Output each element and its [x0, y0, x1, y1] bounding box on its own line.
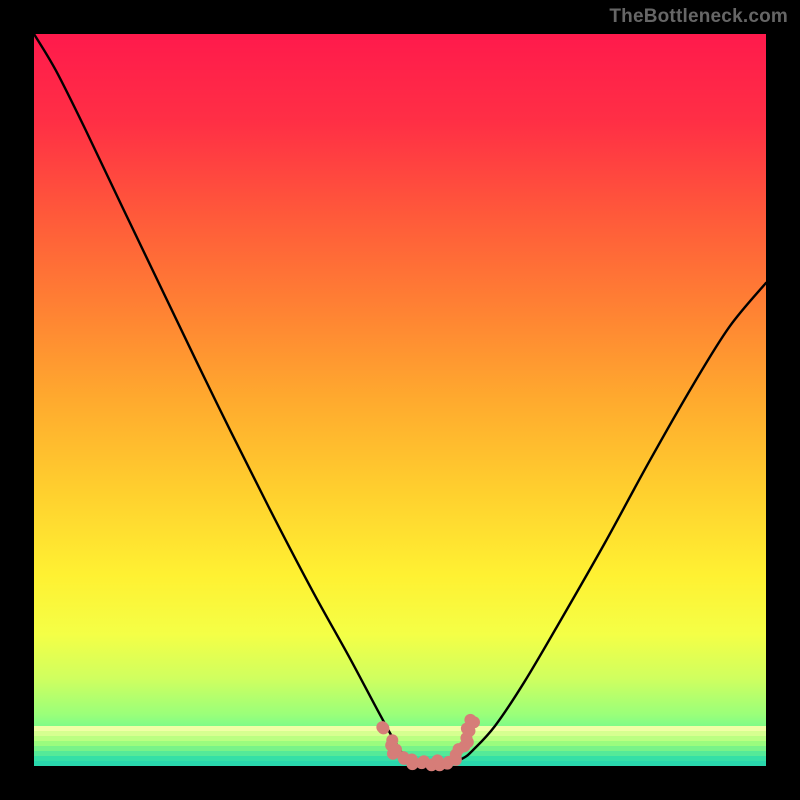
watermark-text: TheBottleneck.com — [609, 6, 788, 28]
plateau-marker — [377, 722, 389, 734]
bottleneck-chart — [0, 0, 800, 800]
plateau-marker — [464, 714, 476, 726]
plot-gradient-background — [34, 34, 766, 766]
